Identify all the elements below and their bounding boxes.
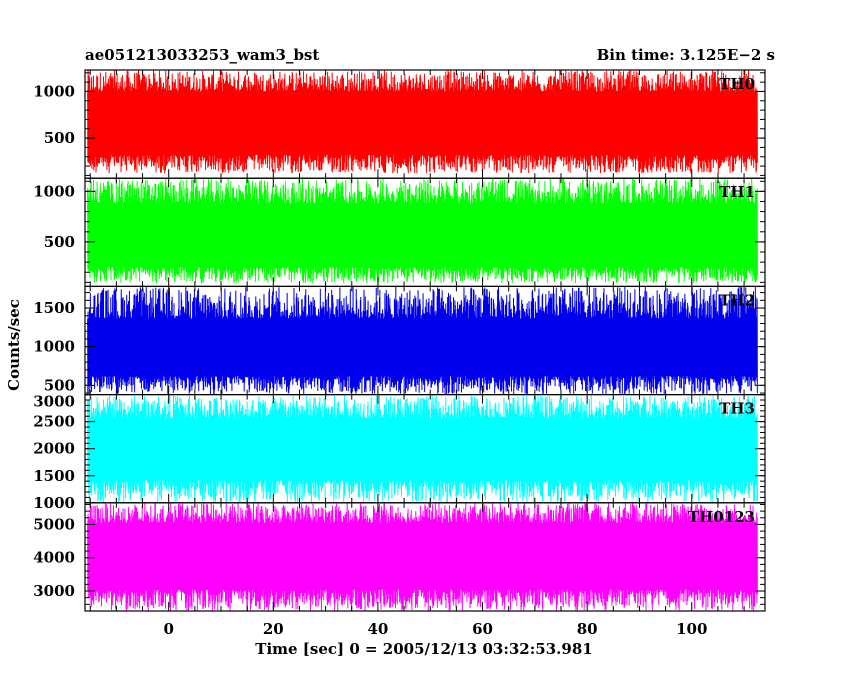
y-tick-label: 1500 xyxy=(33,467,75,485)
x-tick-label: 100 xyxy=(676,620,707,638)
y-tick-label: 3000 xyxy=(33,393,75,411)
series-band-th2 xyxy=(87,318,758,377)
panel-th0123: 3000 4000 5000 TH0123 xyxy=(33,502,766,612)
series-band-th0123 xyxy=(87,522,758,590)
series-band-th1 xyxy=(87,203,758,268)
y-tick-label: 500 xyxy=(44,233,75,251)
panel-label-th3: TH3 xyxy=(719,400,755,418)
y-tick-label: 1000 xyxy=(33,494,75,512)
y-tick-label: 3000 xyxy=(33,582,75,600)
y-tick-label: 1000 xyxy=(33,182,75,200)
x-tick-label: 20 xyxy=(263,620,284,638)
y-tick-label: 4000 xyxy=(33,549,75,567)
panel-frame xyxy=(84,502,766,612)
y-tick-label: 5000 xyxy=(33,515,75,533)
panel-label-th1: TH1 xyxy=(719,183,755,201)
panel-th3: 1000 1500 2000 2500 3000 TH3 xyxy=(33,393,766,512)
x-axis-label: Time [sec] 0 = 2005/12/13 03:32:53.981 xyxy=(255,640,592,658)
y-axis-label: Counts/sec xyxy=(5,299,23,391)
panel-label-th0123: TH0123 xyxy=(688,508,755,526)
series-band-th0 xyxy=(87,91,758,155)
panel-th0: 500 1000 TH0 xyxy=(33,69,766,179)
y-tick-label: 1500 xyxy=(33,299,75,317)
y-tick-label: 2500 xyxy=(33,413,75,431)
series-band-th3 xyxy=(87,418,758,481)
x-tick-label: 60 xyxy=(472,620,493,638)
bin-time-label: Bin time: 3.125E−2 s xyxy=(597,46,775,64)
x-tick-label: 0 xyxy=(163,620,173,638)
x-tick-label: 40 xyxy=(367,620,388,638)
y-tick-label: 500 xyxy=(44,376,75,394)
panel-label-th2: TH2 xyxy=(719,291,755,309)
panel-label-th0: TH0 xyxy=(719,75,755,93)
y-tick-label: 500 xyxy=(44,129,75,147)
panel-th2: 500 1000 1500 TH2 xyxy=(33,285,766,396)
plot-title: ae051213033253_wam3_bst xyxy=(85,46,319,64)
y-tick-label: 1000 xyxy=(33,338,75,356)
y-tick-label: 2000 xyxy=(33,440,75,458)
x-tick-label: 80 xyxy=(577,620,598,638)
panel-th1: 500 1000 TH1 xyxy=(33,177,766,287)
y-tick-label: 1000 xyxy=(33,82,75,100)
